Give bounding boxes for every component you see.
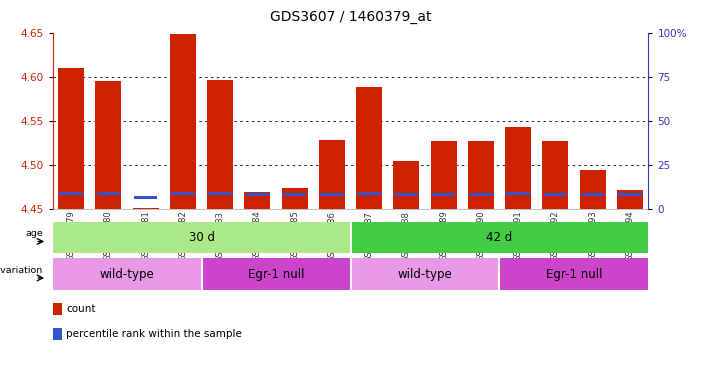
Bar: [393, 161, 419, 209]
Bar: [171, 192, 195, 195]
Bar: [617, 190, 643, 209]
Bar: [468, 141, 494, 209]
Bar: [202, 258, 350, 290]
Bar: [430, 141, 456, 209]
Bar: [506, 192, 530, 195]
Text: Egr-1 null: Egr-1 null: [545, 268, 602, 281]
Text: 30 d: 30 d: [189, 231, 215, 244]
Bar: [53, 303, 62, 314]
Bar: [170, 35, 196, 209]
Text: genotype/variation: genotype/variation: [0, 266, 43, 275]
Bar: [245, 193, 269, 195]
Bar: [469, 193, 493, 195]
Text: wild-type: wild-type: [100, 268, 154, 281]
Bar: [581, 193, 604, 195]
Bar: [58, 68, 84, 209]
Text: GDS3607 / 1460379_at: GDS3607 / 1460379_at: [270, 10, 431, 23]
Text: 42 d: 42 d: [486, 231, 512, 244]
Bar: [395, 193, 418, 195]
Bar: [319, 139, 345, 209]
Text: count: count: [67, 304, 96, 314]
Bar: [580, 170, 606, 209]
Text: wild-type: wild-type: [397, 268, 452, 281]
Bar: [618, 193, 641, 195]
Bar: [358, 192, 381, 195]
Bar: [53, 258, 202, 290]
Bar: [245, 192, 271, 209]
Text: Egr-1 null: Egr-1 null: [247, 268, 304, 281]
Bar: [282, 188, 308, 209]
Bar: [208, 192, 232, 195]
Bar: [543, 141, 569, 209]
Bar: [95, 81, 121, 209]
Bar: [350, 222, 648, 253]
Bar: [320, 193, 343, 195]
Bar: [97, 192, 120, 195]
Bar: [207, 80, 233, 209]
Bar: [134, 197, 158, 199]
Bar: [505, 127, 531, 209]
Bar: [356, 88, 382, 209]
Bar: [60, 192, 83, 195]
Text: percentile rank within the sample: percentile rank within the sample: [67, 329, 242, 339]
Bar: [53, 328, 62, 340]
Bar: [53, 222, 350, 253]
Bar: [432, 193, 456, 195]
Text: age: age: [25, 229, 43, 238]
Bar: [283, 193, 306, 195]
Bar: [499, 258, 648, 290]
Bar: [350, 258, 499, 290]
Bar: [543, 193, 567, 195]
